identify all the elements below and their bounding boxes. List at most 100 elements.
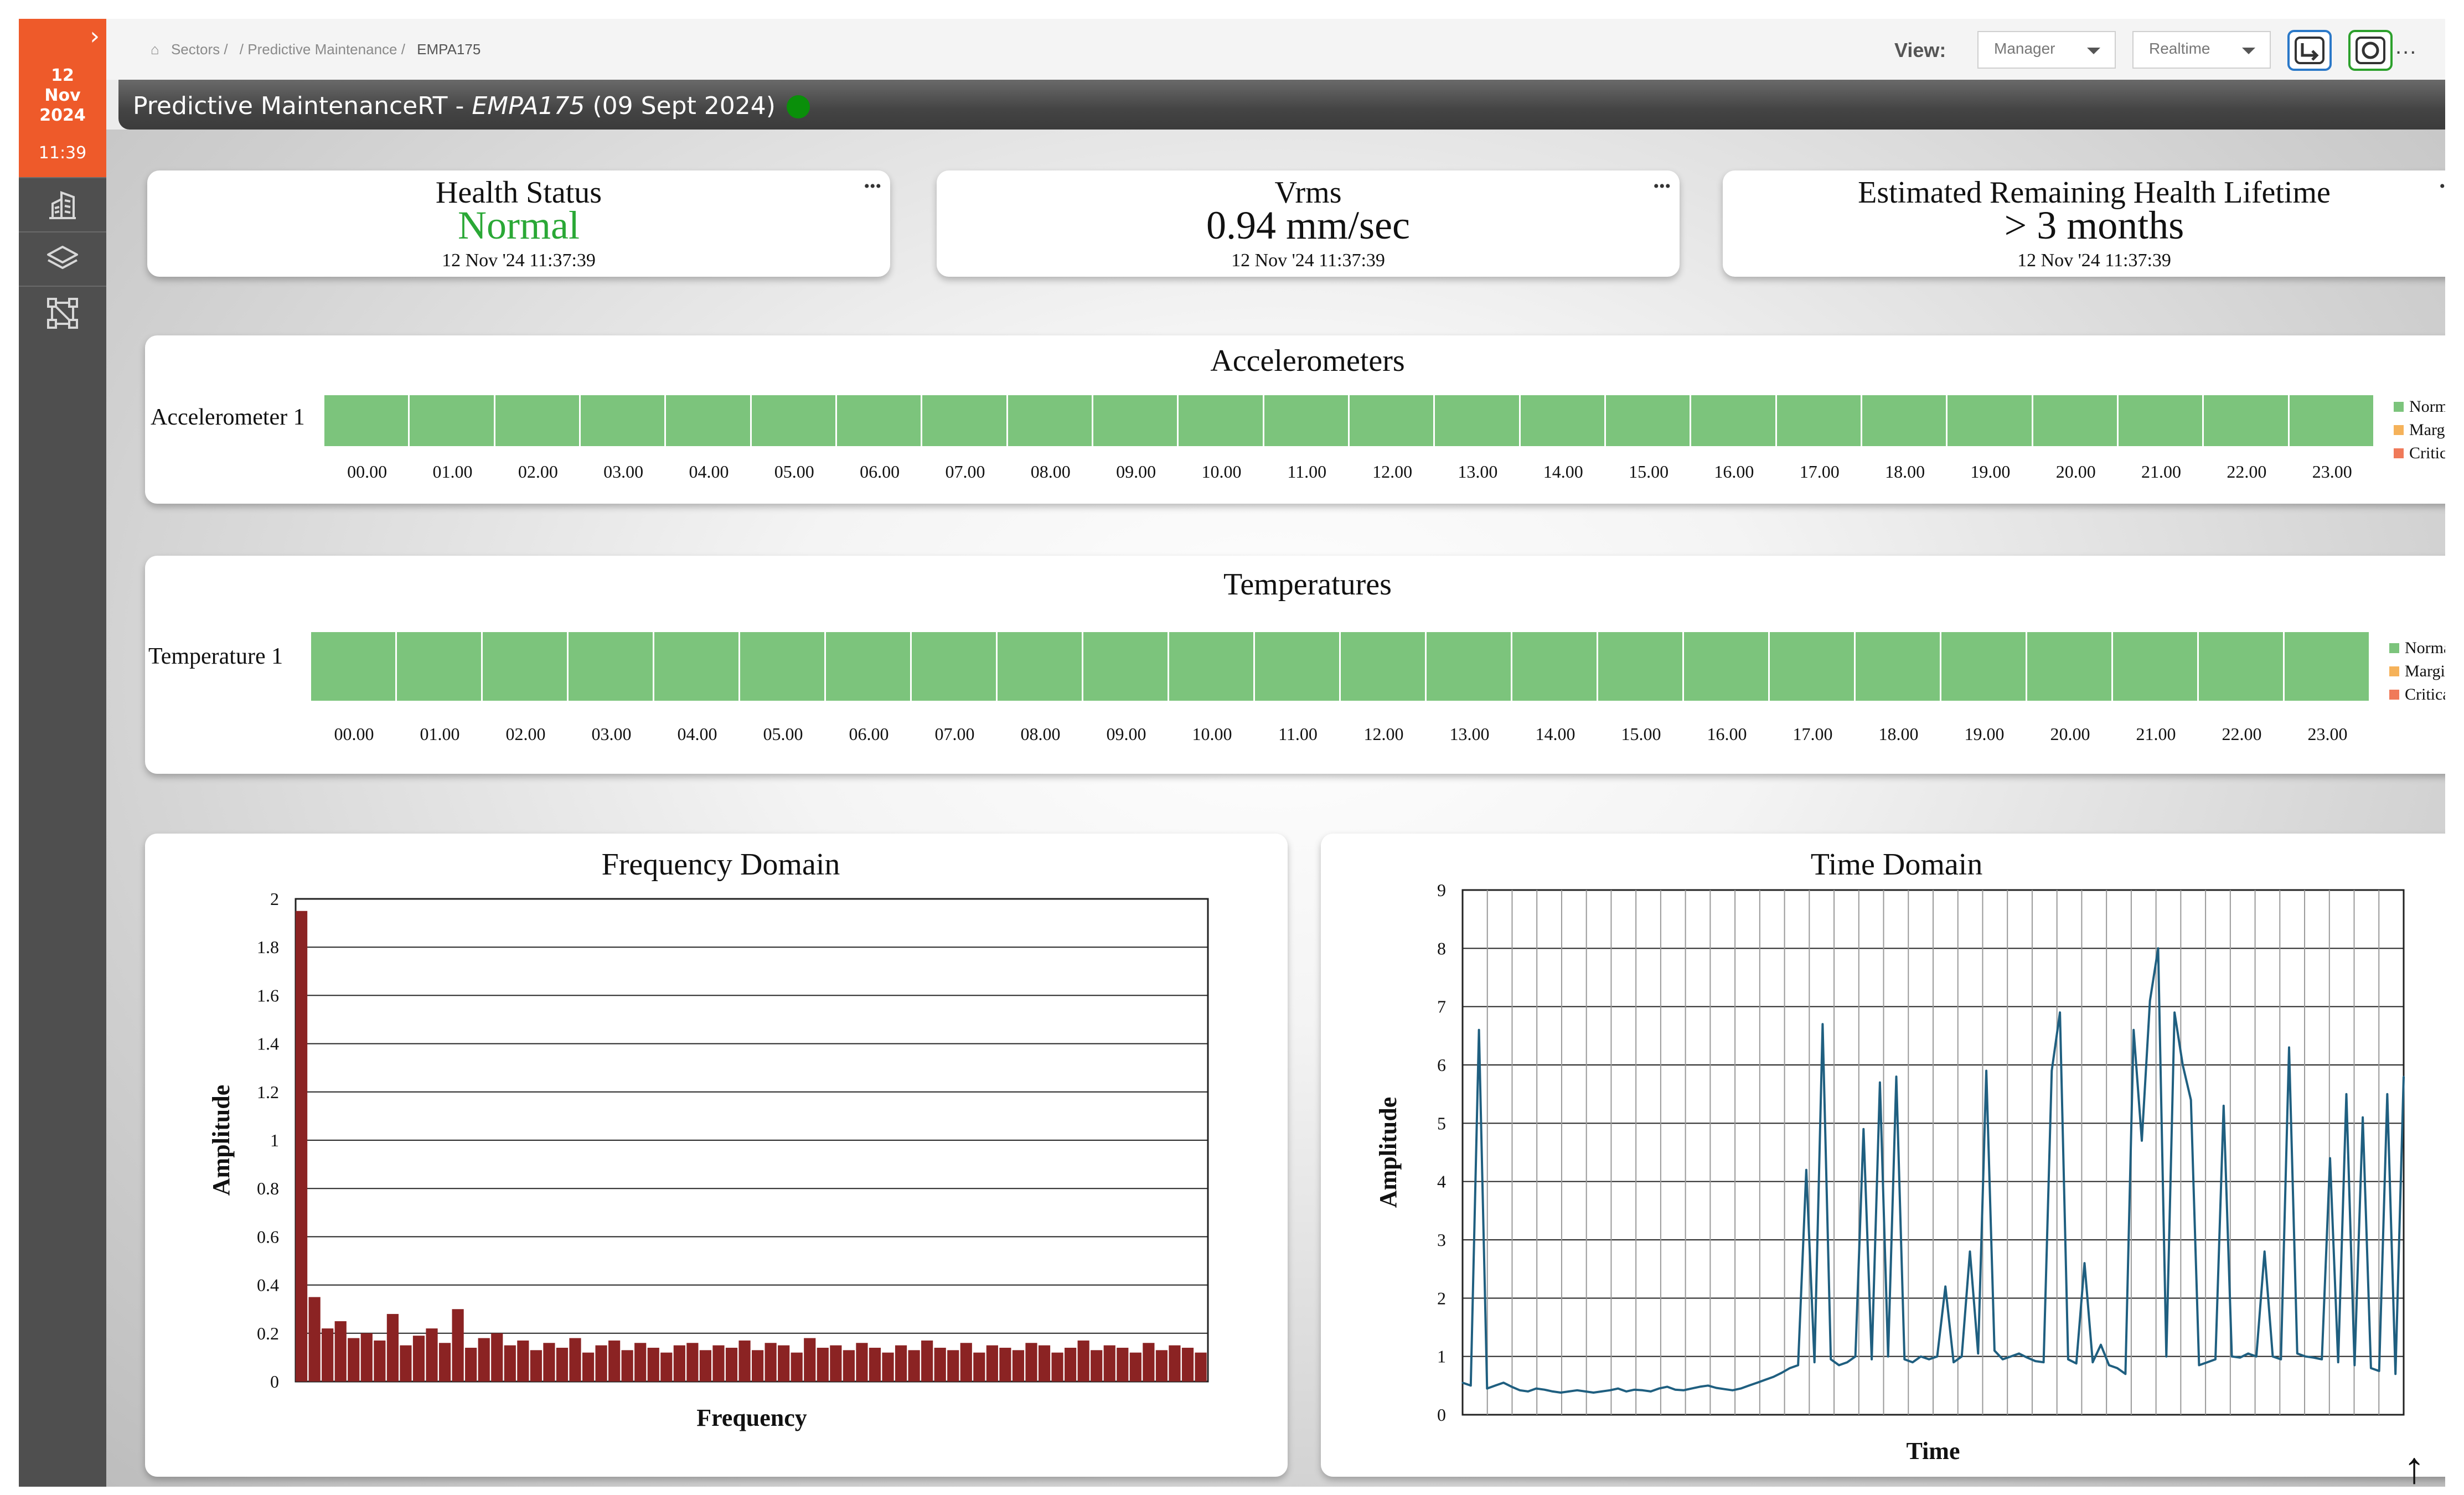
temperature-cell-19[interactable] [1941, 632, 2027, 701]
scroll-top-arrow-icon[interactable]: ↑ [2403, 1443, 2425, 1487]
temperature-cell-18[interactable] [1856, 632, 1941, 701]
view-select[interactable]: Manager [1977, 31, 2116, 69]
accelerometer-cell-4[interactable] [666, 395, 752, 446]
time-series-point [2264, 1250, 2266, 1253]
sidebar-item-layers[interactable] [19, 231, 106, 286]
temperature-cell-22[interactable] [2199, 632, 2285, 701]
accelerometer-cell-15[interactable] [1605, 395, 1692, 446]
time-series-point [1993, 1349, 1996, 1352]
legend-swatch [2394, 425, 2404, 435]
accelerometer-cell-21[interactable] [2118, 395, 2204, 446]
kpi-value: > 3 months [2004, 203, 2184, 247]
accelerometer-cell-6[interactable] [836, 395, 923, 446]
card-menu-icon[interactable]: ••• [864, 177, 881, 195]
temperature-hour-label: 11.00 [1278, 724, 1318, 744]
more-options-icon[interactable]: ... [2395, 34, 2417, 59]
frequency-bar [465, 1347, 477, 1382]
time-series-point [1658, 1388, 1660, 1390]
temperature-cell-17[interactable] [1770, 632, 1856, 701]
accelerometer-cell-17[interactable] [1776, 395, 1862, 446]
frequency-bar [973, 1352, 985, 1382]
time-series-point [1723, 1388, 1726, 1390]
sidebar-date-block[interactable]: › 12 Nov 2024 11:39 [19, 19, 106, 177]
temperature-cell-21[interactable] [2113, 632, 2199, 701]
accelerometer-cell-0[interactable] [324, 395, 410, 446]
temperature-cell-7[interactable] [912, 632, 998, 701]
accelerometer-cell-14[interactable] [1520, 395, 1606, 446]
time-series-point [1952, 1361, 1955, 1363]
temperature-cell-4[interactable] [654, 632, 740, 701]
accelerometer-cell-3[interactable] [580, 395, 667, 446]
accelerometer-cell-1[interactable] [410, 395, 495, 446]
temperature-cell-20[interactable] [2027, 632, 2113, 701]
time-series-point [2231, 1356, 2233, 1358]
accelerometer-hour-label: 02.00 [518, 462, 558, 482]
accelerometer-cell-13[interactable] [1435, 395, 1521, 446]
accelerometer-cell-10[interactable] [1179, 395, 1264, 446]
kpi-timestamp: 12 Nov '24 11:37:39 [1231, 250, 1385, 271]
navigate-button[interactable] [2287, 30, 2332, 71]
refresh-icon [2355, 37, 2385, 64]
temperature-cell-6[interactable] [826, 632, 912, 701]
time-series-point [1773, 1376, 1775, 1378]
temperature-cell-5[interactable] [740, 632, 826, 701]
breadcrumb-asset[interactable]: EMPA175 [417, 41, 481, 58]
temperature-cell-13[interactable] [1427, 632, 1512, 701]
temperature-cell-15[interactable] [1598, 632, 1684, 701]
home-icon[interactable]: ⌂ [151, 41, 159, 58]
temperature-cell-10[interactable] [1169, 632, 1255, 701]
accelerometer-cell-20[interactable] [2033, 395, 2119, 446]
card-menu-icon[interactable]: ••• [2439, 177, 2445, 195]
kpi-title: Estimated Remaining Health Lifetime [1858, 175, 2331, 210]
accelerometer-cell-5[interactable] [751, 395, 837, 446]
temperature-cell-0[interactable] [311, 632, 397, 701]
accelerometer-cell-23[interactable] [2289, 395, 2375, 446]
time-series-point [2321, 1358, 2323, 1360]
mode-select[interactable]: Realtime [2132, 31, 2271, 69]
time-series-point [2271, 1356, 2274, 1358]
time-series-point [2173, 1011, 2176, 1013]
temperature-cell-12[interactable] [1341, 632, 1427, 701]
date-month: Nov [44, 86, 81, 105]
refresh-button[interactable] [2348, 30, 2393, 71]
accelerometer-cell-2[interactable] [495, 395, 581, 446]
breadcrumb-sectors[interactable]: Sectors / [171, 41, 228, 58]
legend-item-marginal: Marginal [2389, 660, 2445, 683]
accelerometer-cell-8[interactable] [1008, 395, 1093, 446]
time-series-point [2083, 1262, 2085, 1264]
time-series-point [2280, 1358, 2282, 1360]
temperature-cell-8[interactable] [998, 632, 1083, 701]
accelerometer-cell-12[interactable] [1349, 395, 1435, 446]
temperature-hour-label: 13.00 [1449, 724, 1490, 744]
temperature-cell-2[interactable] [483, 632, 569, 701]
accelerometer-cell-22[interactable] [2204, 395, 2290, 446]
breadcrumb-predictive-maintenance[interactable]: / Predictive Maintenance / [239, 41, 405, 58]
temperature-cell-9[interactable] [1083, 632, 1169, 701]
temperature-cell-3[interactable] [569, 632, 654, 701]
accelerometer-cell-18[interactable] [1862, 395, 1948, 446]
time-series-point [2370, 1367, 2372, 1369]
temperature-cell-16[interactable] [1684, 632, 1770, 701]
temperature-cell-1[interactable] [397, 632, 483, 701]
legend-item-critical: Critical [2394, 442, 2445, 465]
accelerometer-cell-19[interactable] [1948, 395, 2033, 446]
legend-label: Marginal [2405, 662, 2445, 680]
frequency-bar [999, 1347, 1011, 1382]
time-series-point [2018, 1352, 2020, 1354]
frequency-bar [752, 1350, 764, 1382]
temperature-cell-23[interactable] [2285, 632, 2370, 701]
legend-swatch [2394, 448, 2404, 458]
accelerometer-cell-16[interactable] [1691, 395, 1777, 446]
expand-chevron-icon[interactable]: › [90, 22, 100, 50]
sidebar-item-network[interactable] [19, 286, 106, 340]
legend-swatch [2389, 666, 2399, 676]
kpi-timestamp: 12 Nov '24 11:37:39 [2017, 250, 2171, 271]
accelerometer-cell-7[interactable] [922, 395, 1008, 446]
temperature-cell-11[interactable] [1255, 632, 1341, 701]
time-series-point [1871, 1358, 1873, 1360]
sidebar-item-buildings[interactable] [19, 177, 106, 231]
temperature-cell-14[interactable] [1512, 632, 1598, 701]
card-menu-icon[interactable]: ••• [1653, 177, 1671, 195]
accelerometer-cell-11[interactable] [1264, 395, 1350, 446]
accelerometer-cell-9[interactable] [1093, 395, 1179, 446]
